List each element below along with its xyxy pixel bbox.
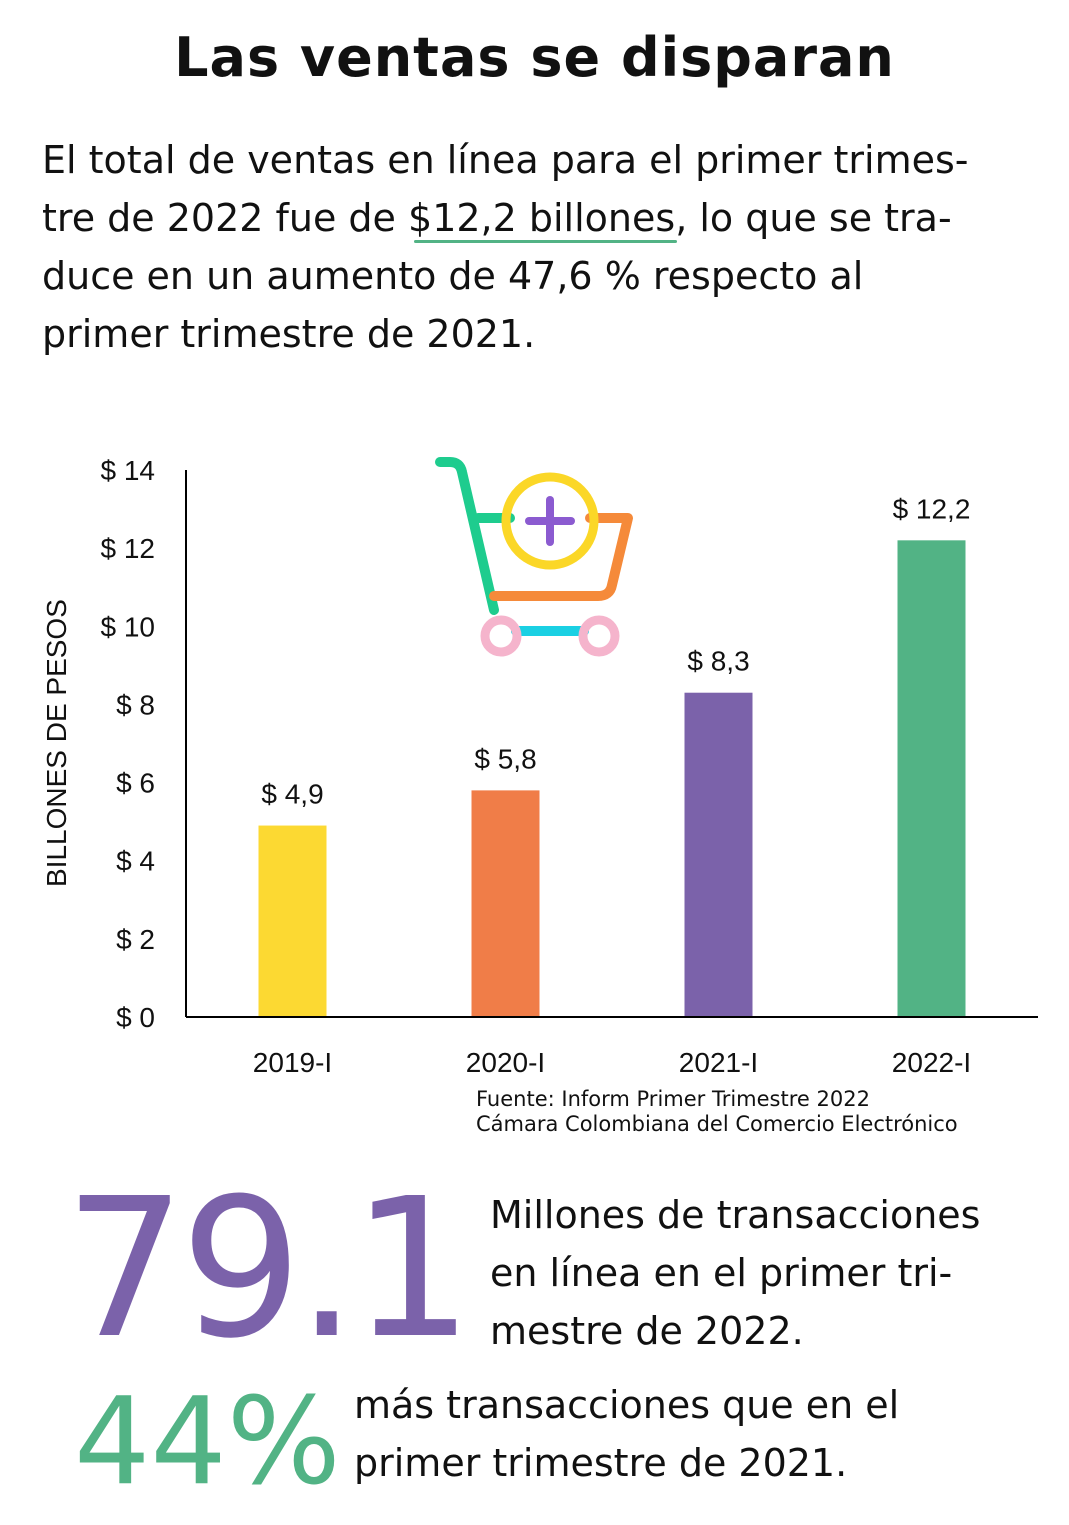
transactions-desc-line-3: mestre de 2022. bbox=[490, 1309, 804, 1353]
intro-line-2: tre de 2022 fue de $12,2 billones, lo qu… bbox=[42, 189, 1042, 247]
data-label: $ 12,2 bbox=[893, 493, 971, 524]
y-axis-title: BILLONES DE PESOS bbox=[41, 599, 72, 887]
growth-percentage: 44% bbox=[74, 1373, 341, 1512]
y-tick-label: $ 8 bbox=[116, 689, 155, 720]
intro-paragraph: El total de ventas en línea para el prim… bbox=[42, 131, 1042, 363]
labels-layer: $ 0 $ 2 $ 4 $ 6 $ 8 $ 10 $ 12 $ 14 $ 4,9 2019-I $ … bbox=[101, 455, 972, 1078]
intro-line-2-start: tre de 2022 fue de bbox=[42, 196, 409, 240]
x-tick-label: 2020-I bbox=[466, 1047, 545, 1078]
x-tick-label: 2022-I bbox=[892, 1047, 971, 1078]
intro-line-3: duce en un aumento de 47,6 % respecto al bbox=[42, 254, 864, 298]
intro-line-2-end: , lo que se tra- bbox=[675, 196, 952, 240]
sales-bar-chart: $ 0 $ 2 $ 4 $ 6 $ 8 $ 10 $ 12 $ 14 $ 4,9 2019-I $ … bbox=[41, 455, 1038, 1078]
intro-line-4: primer trimestre de 2021. bbox=[42, 312, 536, 356]
transactions-number: 79.1 bbox=[64, 1158, 473, 1381]
data-label: $ 5,8 bbox=[474, 743, 536, 774]
bars-layer bbox=[258, 540, 966, 1017]
growth-desc-line-2: primer trimestre de 2021. bbox=[354, 1441, 848, 1485]
y-tick-label: $ 4 bbox=[116, 846, 155, 877]
y-tick-label: $ 0 bbox=[116, 1002, 155, 1033]
data-label: $ 8,3 bbox=[687, 646, 749, 677]
x-tick-label: 2019-I bbox=[253, 1047, 332, 1078]
source-line-1: Fuente: Inform Primer Trimestre 2022 bbox=[476, 1087, 870, 1111]
shopping-cart-plus-icon bbox=[435, 457, 633, 657]
bar-2020-I bbox=[471, 790, 540, 1017]
page-title: Las ventas se disparan bbox=[174, 26, 895, 89]
y-tick-label: $ 10 bbox=[101, 611, 156, 642]
source-line-2: Cámara Colombiana del Comercio Electróni… bbox=[476, 1112, 958, 1136]
bar-2021-I bbox=[684, 692, 753, 1017]
transactions-desc-line-2: en línea en el primer tri- bbox=[490, 1251, 953, 1295]
x-tick-label: 2021-I bbox=[679, 1047, 758, 1078]
bar-2022-I bbox=[897, 540, 966, 1017]
y-tick-label: $ 14 bbox=[101, 455, 156, 486]
transactions-description: Millones de transacciones en línea en el… bbox=[490, 1186, 1050, 1360]
y-tick-label: $ 6 bbox=[116, 768, 155, 799]
source-note: Fuente: Inform Primer Trimestre 2022 Cám… bbox=[476, 1087, 958, 1137]
data-label: $ 4,9 bbox=[261, 779, 323, 810]
intro-line-1: El total de ventas en línea para el prim… bbox=[42, 138, 969, 182]
intro-highlight-amount: $12,2 billones bbox=[408, 189, 678, 247]
y-tick-label: $ 2 bbox=[116, 924, 155, 955]
bar-2019-I bbox=[258, 825, 327, 1017]
growth-description: más transacciones que en el primer trime… bbox=[354, 1376, 1054, 1492]
transactions-desc-line-1: Millones de transacciones bbox=[490, 1193, 981, 1237]
y-tick-label: $ 12 bbox=[101, 533, 156, 564]
growth-desc-line-1: más transacciones que en el bbox=[354, 1383, 900, 1427]
